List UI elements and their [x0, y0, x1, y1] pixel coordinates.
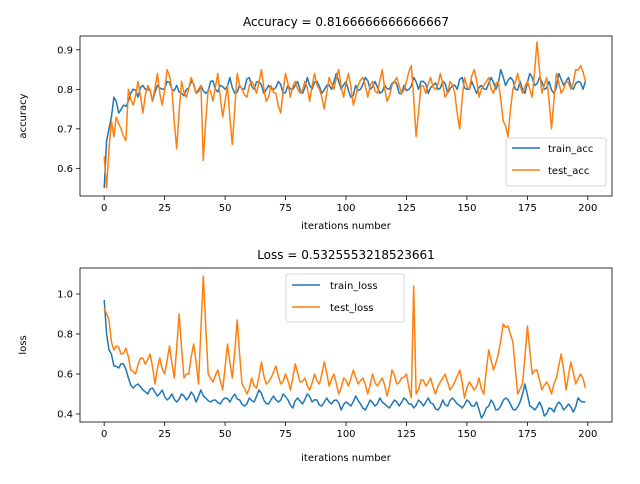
loss-y-tick-label: 1.0: [57, 290, 73, 301]
accuracy-x-tick-label: 75: [279, 203, 292, 214]
loss-series-train-loss-line: [103, 299, 586, 419]
accuracy-x-tick-label: 125: [397, 203, 416, 214]
loss-x-tick-label: 125: [397, 429, 416, 440]
loss-legend-label-test: test_loss: [330, 303, 374, 314]
accuracy-x-ticks: 0 25 50 75 100 125 150 175 200: [101, 196, 597, 214]
loss-y-tick-label: 0.8: [57, 330, 73, 341]
loss-y-axis-label: loss: [18, 335, 29, 354]
loss-legend-box: [285, 273, 405, 323]
accuracy-x-tick-label: 100: [336, 203, 355, 214]
loss-x-tick-label: 75: [279, 429, 292, 440]
accuracy-legend: train_acc test_acc: [505, 137, 607, 187]
loss-x-tick-label: 100: [336, 429, 355, 440]
loss-x-tick-label: 25: [158, 429, 171, 440]
loss-y-ticks: 0.4 0.6 0.8 1.0: [57, 290, 80, 421]
accuracy-y-tick-label: 0.7: [57, 124, 73, 135]
loss-title: Loss = 0.5325553218523661: [257, 248, 435, 262]
loss-y-tick-label: 0.4: [57, 410, 73, 421]
accuracy-y-ticks: 0.6 0.7 0.8 0.9: [57, 45, 80, 175]
accuracy-x-tick-label: 25: [158, 203, 171, 214]
accuracy-legend-box: [505, 137, 607, 187]
accuracy-series-test-acc-line: [103, 41, 587, 189]
accuracy-y-tick-label: 0.6: [57, 164, 73, 175]
loss-x-tick-label: 200: [578, 429, 597, 440]
accuracy-x-tick-label: 175: [518, 203, 537, 214]
accuracy-x-tick-label: 200: [578, 203, 597, 214]
loss-y-tick-label: 0.6: [57, 370, 73, 381]
loss-series-test-loss-line: [103, 275, 587, 399]
accuracy-legend-label-test: test_acc: [548, 166, 589, 177]
accuracy-subplot: Accuracy = 0.8166666666666667 0 25 50 75 100…: [18, 15, 613, 232]
loss-subplot: Loss = 0.5325553218523661 0 25 50 75 100 125 1…: [18, 248, 613, 464]
accuracy-x-tick-label: 0: [101, 203, 107, 214]
accuracy-x-axis-label: iterations number: [301, 221, 392, 232]
accuracy-y-tick-label: 0.9: [57, 45, 73, 56]
loss-series-lines: [103, 275, 587, 419]
loss-x-tick-label: 0: [101, 429, 107, 440]
accuracy-x-tick-label: 50: [219, 203, 232, 214]
loss-x-tick-label: 150: [457, 429, 476, 440]
loss-x-axis-label: iterations number: [301, 453, 392, 464]
loss-x-tick-label: 50: [219, 429, 232, 440]
loss-x-tick-label: 175: [518, 429, 537, 440]
loss-x-ticks: 0 25 50 75 100 125 150 175 200: [101, 422, 597, 440]
accuracy-legend-label-train: train_acc: [548, 144, 593, 155]
accuracy-title: Accuracy = 0.8166666666666667: [243, 15, 449, 29]
accuracy-series-lines: [103, 41, 587, 189]
loss-legend: train_loss test_loss: [285, 273, 405, 323]
accuracy-y-axis-label: accuracy: [18, 93, 29, 138]
accuracy-y-tick-label: 0.8: [57, 85, 73, 96]
loss-legend-label-train: train_loss: [330, 281, 378, 292]
accuracy-x-tick-label: 150: [457, 203, 476, 214]
